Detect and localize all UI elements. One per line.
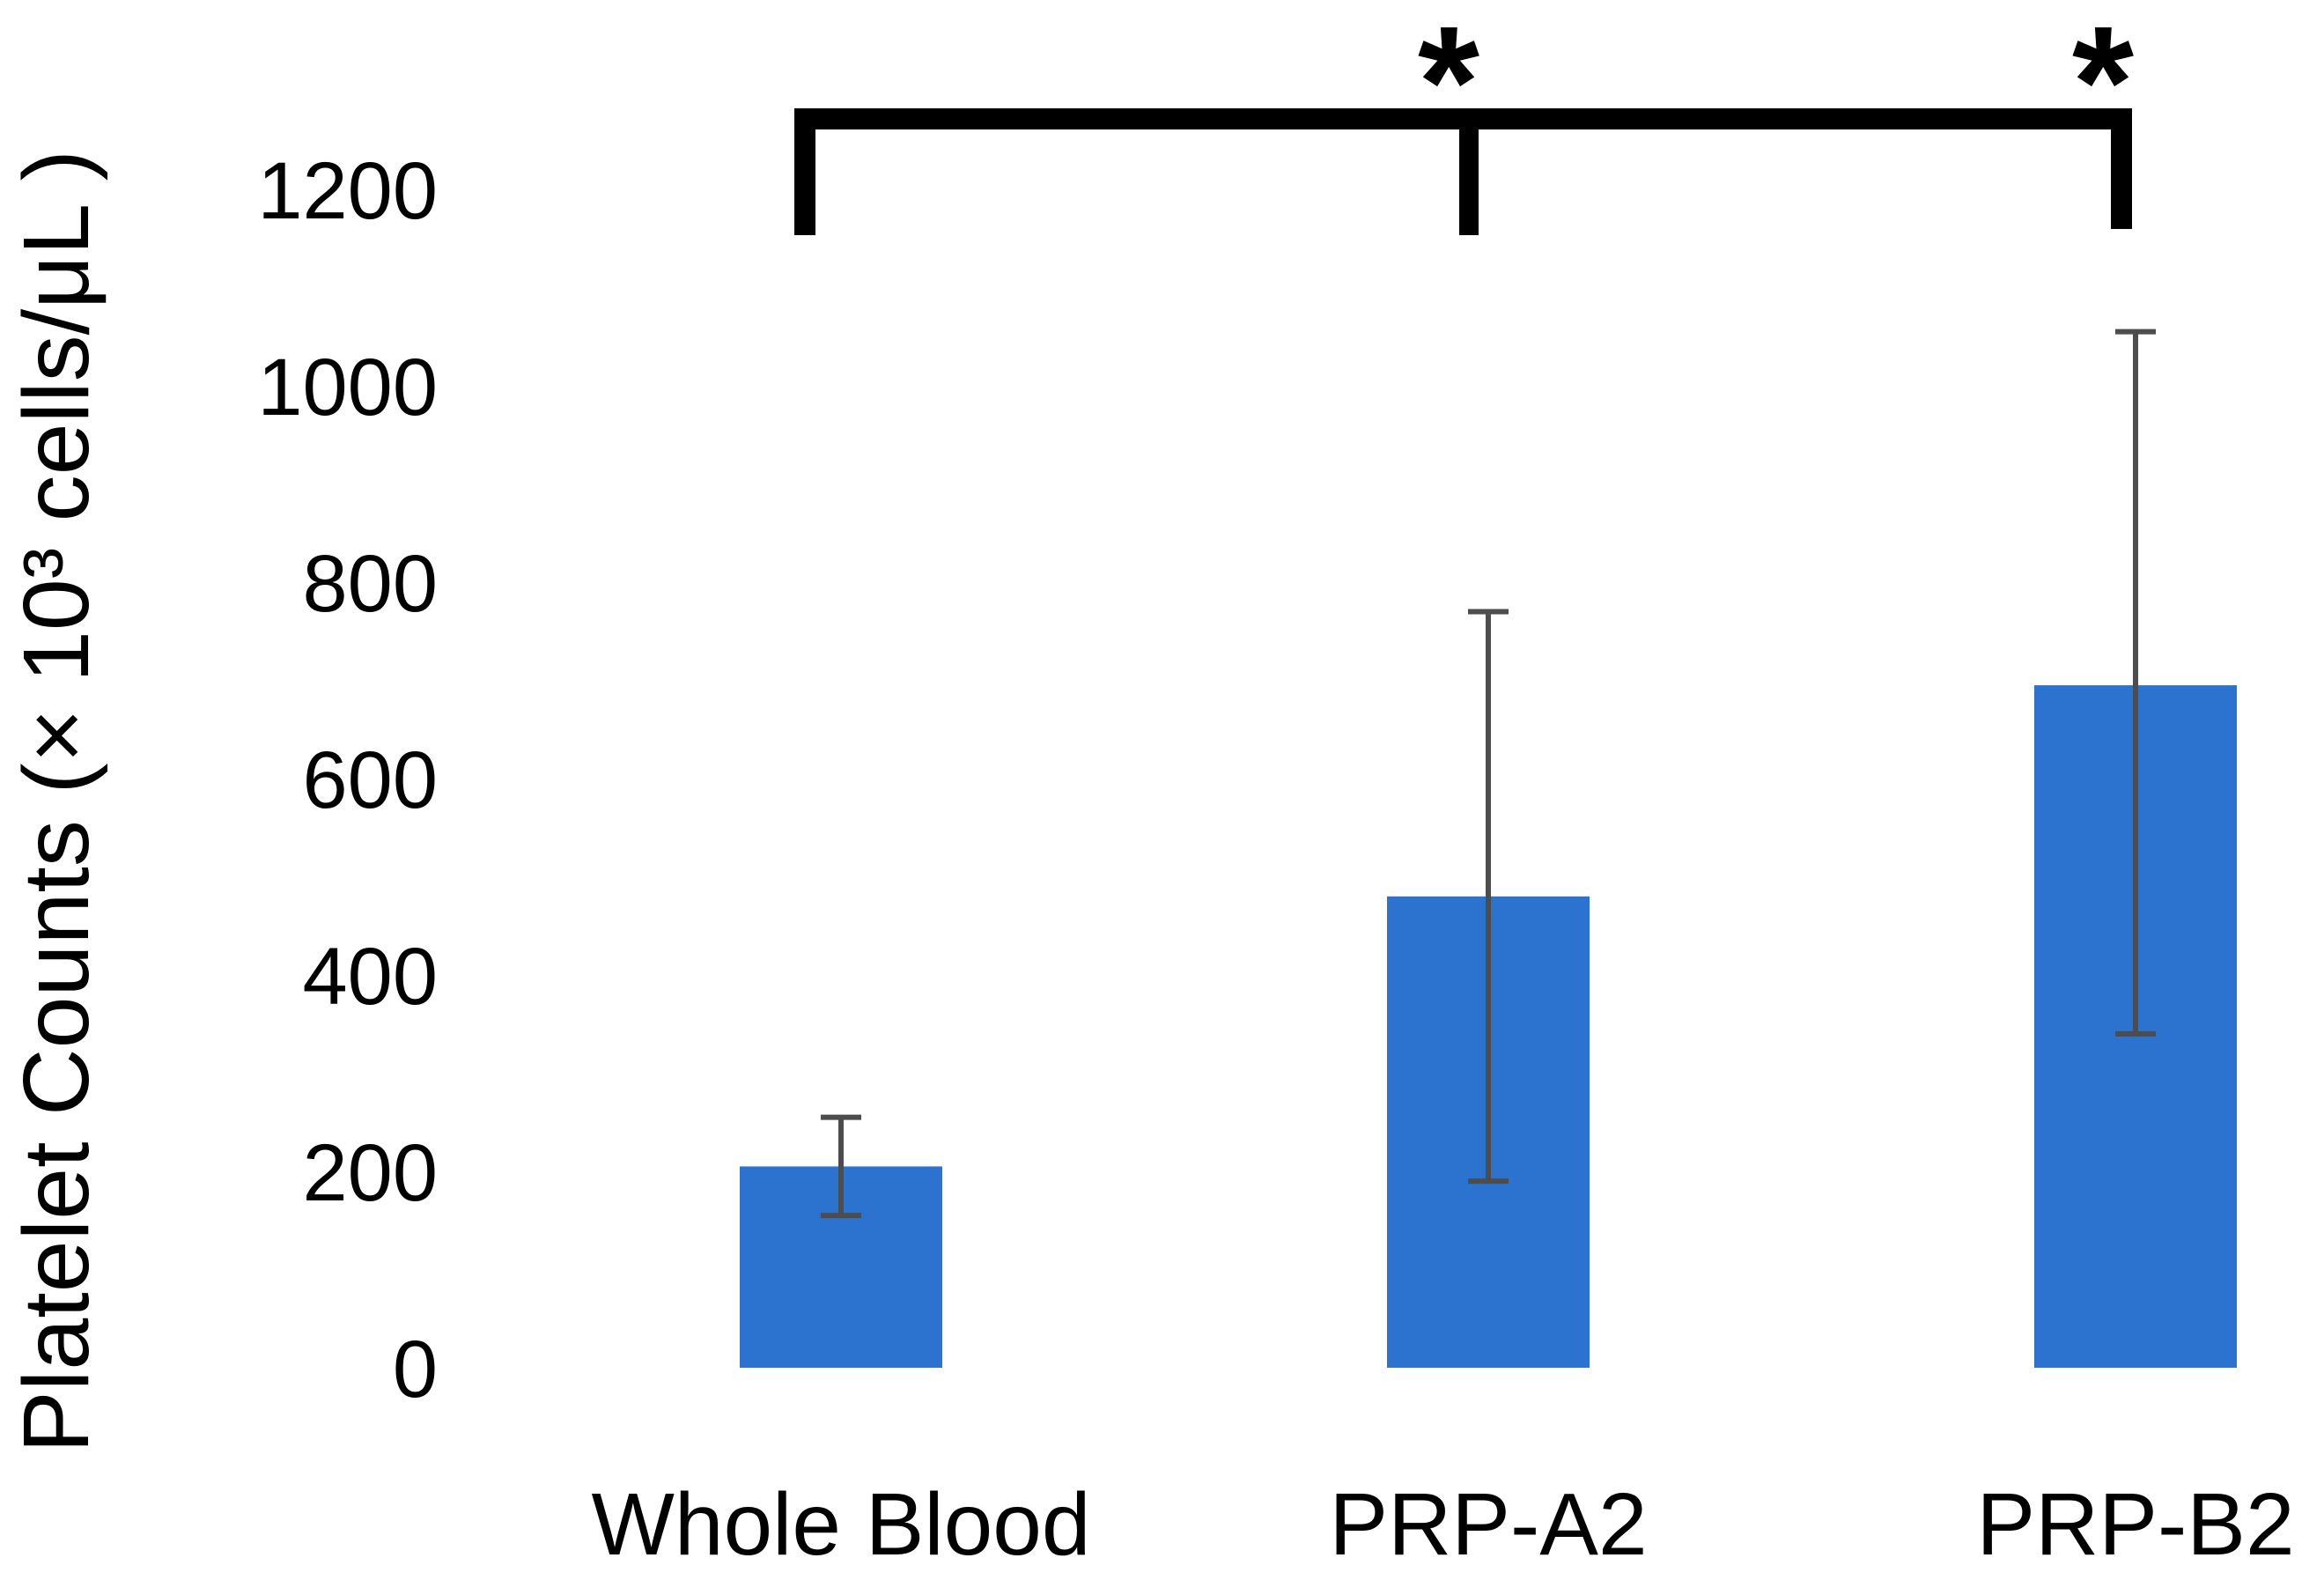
significance-asterisk: * bbox=[1418, 0, 1479, 171]
y-tick-label: 800 bbox=[303, 539, 439, 629]
y-tick-label: 400 bbox=[303, 932, 439, 1022]
y-tick-label: 1000 bbox=[257, 343, 438, 432]
y-axis-title: Platelet Counts (× 10³ cells/μL ) bbox=[4, 150, 108, 1453]
y-tick-label: 600 bbox=[303, 735, 439, 825]
category-label: PRP-B2 bbox=[1976, 1475, 2294, 1574]
y-tick-label: 200 bbox=[303, 1128, 439, 1218]
y-tick-label: 1200 bbox=[257, 146, 438, 236]
y-tick-label: 0 bbox=[393, 1325, 438, 1414]
category-label: Whole Blood bbox=[592, 1475, 1091, 1574]
significance-asterisk: * bbox=[2072, 0, 2134, 171]
category-label: PRP-A2 bbox=[1329, 1475, 1647, 1574]
